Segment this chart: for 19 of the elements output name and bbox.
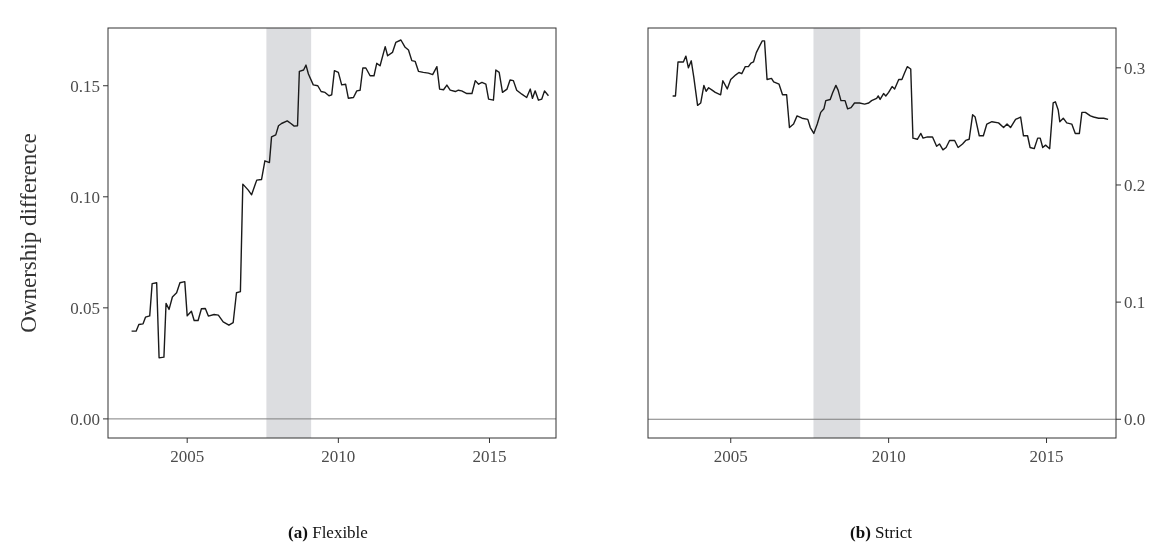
y2-tick-label: 0.1 <box>1124 293 1146 313</box>
x-tick-label: 2015 <box>1029 447 1064 466</box>
x-tick-label: 2015 <box>472 447 507 466</box>
y2-tick-label: 0.2 <box>1124 175 1146 195</box>
text: (a) Flexible <box>288 523 368 542</box>
y-tick-label: 0.15 <box>70 76 100 96</box>
y2-tick-label: 0.3 <box>1124 58 1146 78</box>
line-series <box>671 40 1109 151</box>
x-tick-label: 2005 <box>170 447 205 466</box>
x-tick-label: 2005 <box>713 447 748 466</box>
y-tick-label: 0.10 <box>70 187 100 207</box>
y-tick-label: 0.00 <box>70 409 100 429</box>
y2-tick-label: 0.0 <box>1124 410 1146 430</box>
y-tick-label: 0.05 <box>70 298 100 318</box>
x-tick-label: 2010 <box>871 447 906 466</box>
line-series <box>130 39 550 359</box>
text: (b) Strict <box>850 523 913 542</box>
y-axis-title: Ownership difference <box>16 133 41 333</box>
x-tick-label: 2010 <box>321 447 356 466</box>
